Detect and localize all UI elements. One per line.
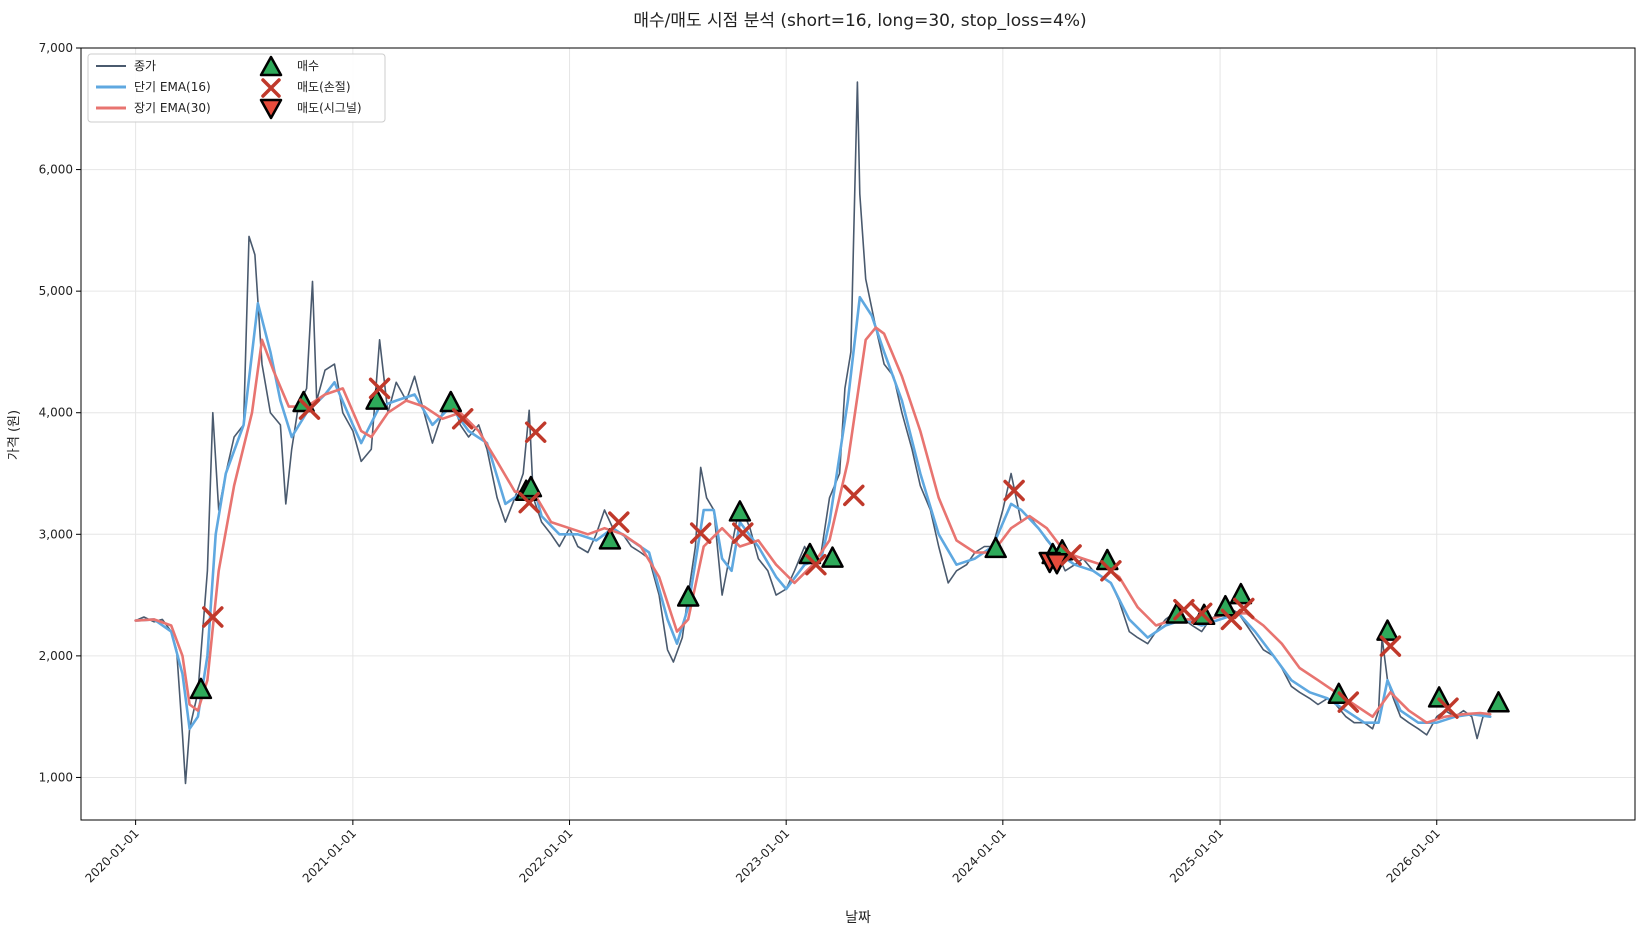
chart-title: 매수/매도 시점 분석 (short=16, long=30, stop_los…: [633, 11, 1086, 31]
legend-sell-stop-icon: [261, 78, 281, 98]
x-tick-label: 2025-01-01: [1167, 826, 1226, 885]
sell-stop-marker: [368, 377, 391, 400]
buy-marker: [728, 500, 752, 522]
buy-marker: [984, 536, 1007, 559]
legend: 종가 단기 EMA(16) 장기 EMA(30) 매수 매도(손절) 매도(시그…: [87, 53, 386, 123]
sell-stop-marker: [518, 491, 540, 514]
buy-marker: [1376, 619, 1399, 641]
buy-marker: [598, 528, 622, 550]
y-tick-label: 3,000: [39, 527, 73, 541]
x-tick-label: 2022-01-01: [516, 826, 575, 885]
y-tick-label: 4,000: [39, 406, 73, 420]
buy-marker: [189, 677, 213, 700]
sell-stop-marker: [1100, 560, 1122, 582]
legend-short-ema-label: 단기 EMA(16): [134, 80, 211, 94]
sell-stop-marker: [805, 553, 827, 576]
x-tick-label: 2024-01-01: [950, 826, 1009, 885]
y-tick-label: 1,000: [39, 770, 73, 784]
sell-stop-marker: [608, 511, 630, 533]
legend-long-ema-label: 장기 EMA(30): [134, 101, 211, 115]
buy-marker: [798, 542, 822, 565]
buy-marker: [519, 475, 543, 498]
sell-stop-marker: [689, 522, 712, 544]
legend-sell-signal-label: 매도(시그널): [297, 101, 362, 115]
x-axis-label: 날짜: [845, 910, 871, 926]
buy-marker: [1487, 691, 1510, 713]
series-lines: [134, 81, 1492, 785]
legend-sell-stop-label: 매도(손절): [297, 80, 351, 94]
sell-stop-marker: [1233, 597, 1255, 620]
x-tick-label: 2023-01-01: [733, 826, 792, 885]
buy-marker: [1165, 602, 1189, 624]
buy-marker: [439, 390, 463, 413]
plot-area-frame: [80, 47, 1636, 821]
sell-stop-marker: [1003, 479, 1025, 502]
legend-buy-label: 매수: [297, 59, 319, 73]
x-tick-label: 2020-01-01: [83, 826, 142, 885]
buy-marker: [676, 585, 700, 607]
y-tick-label: 6,000: [39, 163, 73, 177]
legend-close-label: 종가: [134, 59, 156, 73]
sell-stop-marker: [1337, 691, 1360, 713]
legend-sell-signal-icon: [259, 98, 283, 120]
y-axis-label: 가격 (원): [7, 410, 22, 460]
x-tick-label: 2026-01-01: [1384, 826, 1443, 885]
legend-box: [87, 53, 386, 123]
sell-stop-marker: [843, 484, 865, 507]
buy-marker: [821, 546, 844, 568]
sell-stop-marker: [298, 398, 321, 420]
sell-stop-marker: [451, 408, 474, 430]
axes: 1,000 2,000 3,000 4,000 5,000 6,000 7,000 2020-…: [39, 41, 1443, 885]
sell-stop-marker: [1190, 602, 1213, 625]
trade-markers: [189, 377, 1510, 719]
sell-stop-marker: [1173, 598, 1195, 621]
sell-stop-marker: [1379, 635, 1402, 657]
y-tick-label: 2,000: [39, 649, 73, 663]
close-price-line: [134, 81, 1491, 785]
y-tick-label: 7,000: [39, 41, 73, 55]
buy-marker: [1427, 686, 1451, 708]
sell-stop-marker: [732, 522, 754, 544]
sell-stop-marker: [1437, 697, 1459, 719]
buy-marker: [365, 388, 388, 410]
legend-buy-icon: [259, 55, 283, 77]
sell-stop-marker: [202, 606, 224, 628]
sell-stop-marker: [1060, 544, 1082, 566]
short-ema-line: [134, 295, 1492, 731]
x-tick-label: 2021-01-01: [300, 826, 359, 885]
y-tick-label: 5,000: [39, 284, 73, 298]
sell-stop-marker: [524, 421, 547, 443]
